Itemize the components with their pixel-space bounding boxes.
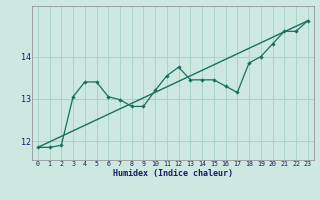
X-axis label: Humidex (Indice chaleur): Humidex (Indice chaleur) bbox=[113, 169, 233, 178]
